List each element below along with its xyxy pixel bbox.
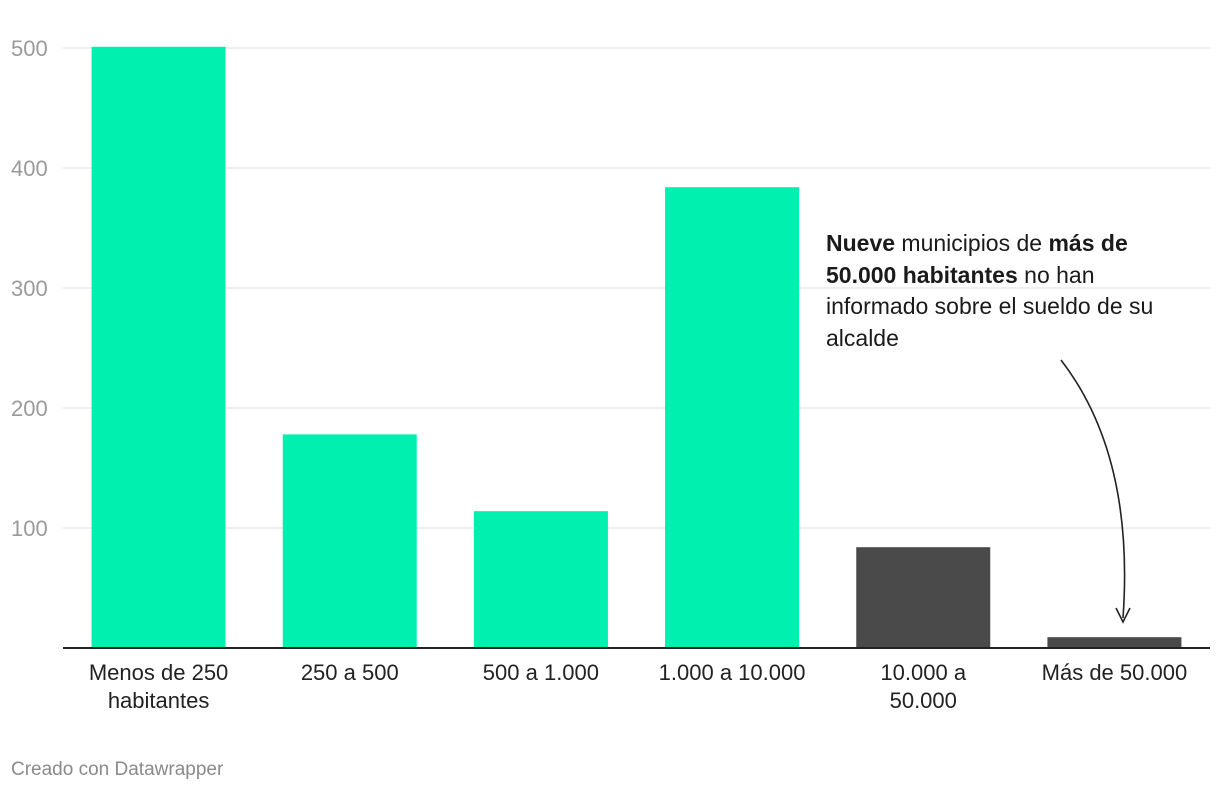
y-tick-label: 100 [11,516,48,541]
x-tick-label: 1.000 a 10.000 [659,660,806,685]
annotation-text: Nueve municipios de más de 50.000 habita… [826,228,1196,354]
y-tick-label: 400 [11,156,48,181]
bar [1047,637,1182,648]
annotation-arrow [1060,359,1126,619]
annotation-bold-1: Nueve [826,230,896,256]
x-tick-label: 250 a 500 [301,660,399,685]
bar [91,46,226,649]
annotation-bold-2: más de 50.000 habitantes [826,230,1128,288]
y-tick-label: 300 [11,276,48,301]
annotation-arrowhead [1115,607,1131,624]
x-tick-label: 500 a 1.000 [483,660,599,685]
y-tick-label: 200 [11,396,48,421]
x-tick-label: Menos de 250 habitantes [89,660,228,713]
x-tick-label: 10.000 a 50.000 [880,660,966,713]
bar [282,434,417,648]
footer-credit: Creado con Datawrapper [11,759,224,780]
bar [856,547,991,648]
x-tick-label: Más de 50.000 [1042,660,1188,685]
bars [91,46,1182,649]
bar [665,187,800,648]
x-axis-labels: Menos de 250 habitantes 250 a 500 500 a 1.0… [89,660,1187,713]
y-tick-label: 500 [11,36,48,61]
annotation-text-4: no han informado sobre el sueldo de su a… [826,261,1154,351]
y-axis-ticks: 100 200 300 400 500 [11,36,48,541]
annotation-text-2: municipios de [895,230,1049,256]
bar [473,511,608,648]
gridlines [63,47,1210,529]
